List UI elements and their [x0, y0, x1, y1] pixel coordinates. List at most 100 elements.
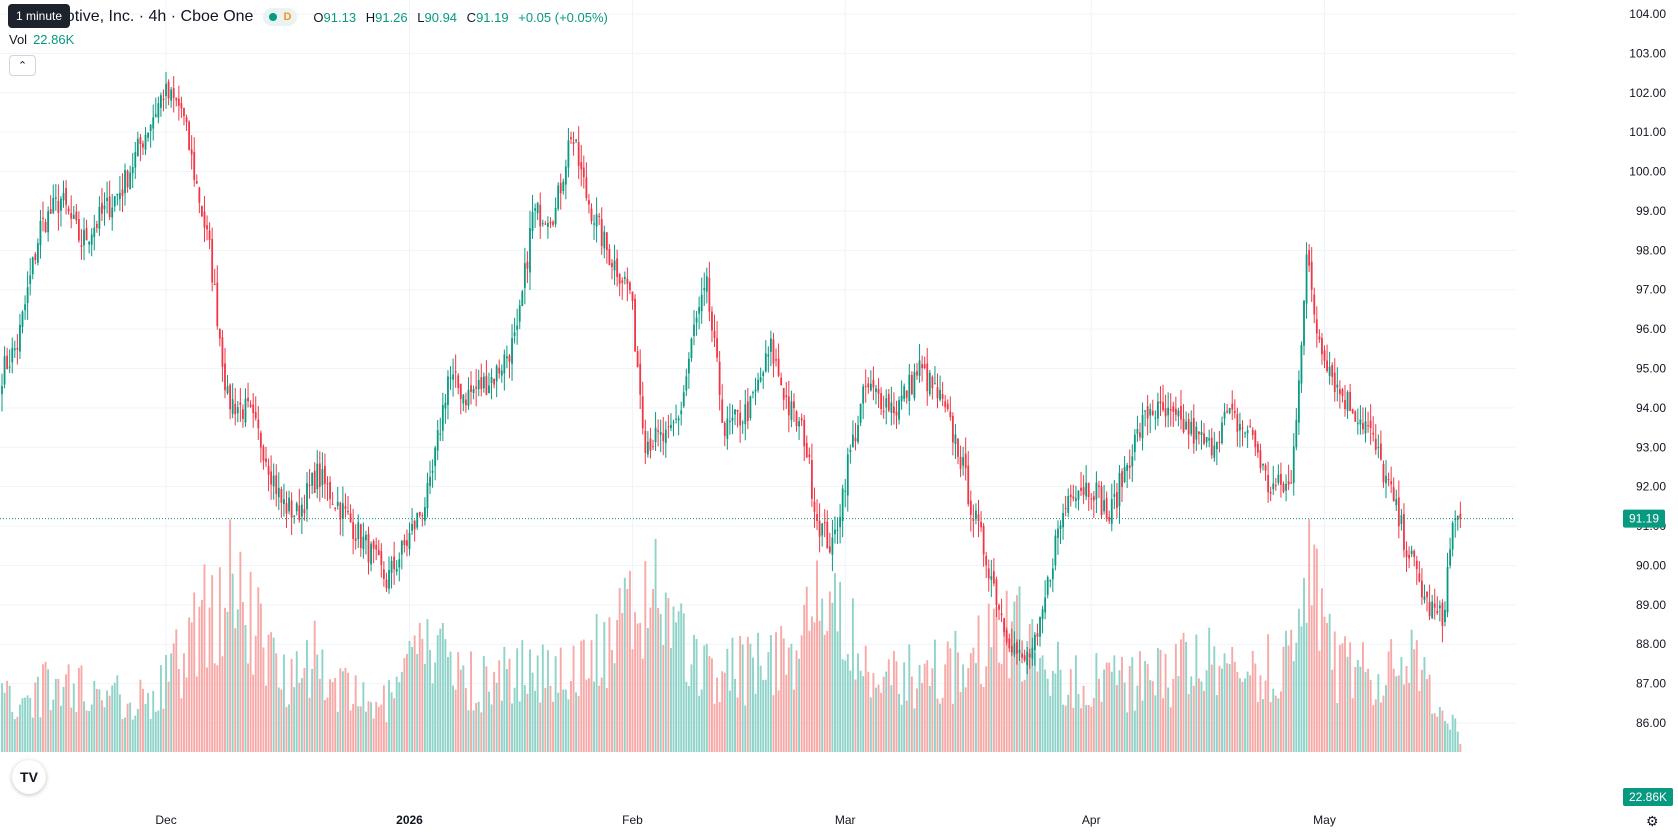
candle-body [1162, 402, 1164, 411]
volume-bar [777, 690, 780, 752]
candle-body [42, 217, 44, 219]
candle-body [749, 396, 752, 419]
volume-bar [587, 678, 590, 752]
candle-body [1454, 518, 1457, 521]
volume-bar [1039, 657, 1041, 752]
volume-bar [1121, 656, 1123, 752]
candle-body [557, 185, 560, 209]
volume-bar [1387, 651, 1390, 752]
candle-body [716, 338, 718, 358]
candle-body [62, 192, 65, 201]
candle-body [1272, 483, 1275, 490]
volume-bar [136, 708, 139, 752]
volume-bar [1405, 666, 1408, 752]
candle-body [8, 366, 11, 368]
candle-body [1072, 496, 1075, 499]
high-label: H [365, 9, 376, 25]
candle-body [741, 422, 744, 424]
candle-body [311, 473, 314, 486]
volume-bar [536, 655, 539, 752]
candle-body [149, 124, 152, 131]
candle-body [1174, 408, 1177, 415]
volume-bar [708, 656, 711, 752]
time-axis: Dec 2026 Feb Mar Apr May [155, 813, 1335, 827]
volume-bar [1064, 705, 1067, 752]
volume-bar [1069, 669, 1072, 752]
candle-body [767, 354, 770, 357]
candle-body [585, 177, 588, 199]
volume-bar [244, 624, 247, 752]
volume-bar [1074, 655, 1077, 752]
candle-body [1259, 450, 1262, 469]
candle-body [1310, 261, 1313, 290]
candle-body [1141, 414, 1144, 439]
volume-bar [985, 666, 988, 752]
volume-bar [1110, 671, 1113, 752]
candle-body [1092, 496, 1095, 501]
volume-bar [500, 700, 503, 752]
candle-body [108, 196, 111, 217]
candle-body [1151, 410, 1154, 415]
candle-body [618, 274, 621, 284]
candle-body [1421, 580, 1423, 598]
candle-body [172, 88, 175, 99]
volume-bar [1290, 629, 1293, 752]
candle-body [1336, 384, 1339, 388]
candle-body [890, 402, 893, 413]
volume-bar [1057, 641, 1059, 752]
volume-bar [1333, 631, 1336, 752]
volume-bar [564, 689, 567, 752]
volume-bar [370, 702, 373, 752]
volume-bar [1344, 636, 1346, 752]
candle-body [1362, 423, 1364, 430]
market-status-icon [269, 13, 278, 21]
candle-body [1121, 471, 1123, 487]
candle-body [65, 188, 67, 205]
volume-bar [813, 622, 816, 752]
volume-bar [1292, 661, 1295, 752]
volume-bar [562, 689, 565, 752]
volume-bar [375, 701, 378, 752]
candle-body [1049, 580, 1052, 582]
candle-body [208, 230, 211, 240]
candle-body [854, 437, 857, 442]
candle-body [470, 385, 472, 392]
candle-body [529, 228, 531, 273]
status-pill[interactable]: D [263, 8, 298, 26]
candle-body [913, 371, 916, 399]
volume-bar [34, 682, 37, 752]
volume-bar [357, 706, 360, 752]
volume-bar [52, 699, 55, 752]
volume-bar [508, 658, 511, 752]
volume-bar [398, 682, 401, 752]
candle-body [1077, 490, 1080, 500]
candle-body [1046, 577, 1049, 595]
volume-bar [190, 622, 193, 752]
candle-body [511, 338, 513, 365]
candle-body [300, 504, 303, 517]
candle-body [406, 540, 408, 546]
volume-bar [159, 665, 162, 752]
candle-body [308, 484, 311, 486]
volume-bar [857, 653, 859, 752]
tradingview-logo[interactable]: TV [12, 760, 46, 794]
candle-body [34, 254, 37, 261]
gear-icon[interactable]: ⚙ [1646, 813, 1659, 829]
candle-body [413, 520, 416, 530]
candle-body [805, 442, 808, 458]
collapse-legend-button[interactable]: ⌃ [9, 55, 36, 76]
volume-bar [1446, 723, 1449, 752]
volume-bar [700, 689, 703, 752]
candle-body [564, 166, 567, 185]
volume-bar [452, 685, 455, 752]
candle-body [388, 569, 390, 589]
candle-body [85, 228, 88, 241]
volume-bar [721, 671, 724, 752]
candle-body [541, 223, 544, 225]
volume-bar [1367, 668, 1370, 752]
candle-body [1423, 596, 1426, 600]
volume-bar [259, 603, 262, 752]
volume-bar [323, 700, 326, 752]
candle-body [1157, 401, 1159, 419]
